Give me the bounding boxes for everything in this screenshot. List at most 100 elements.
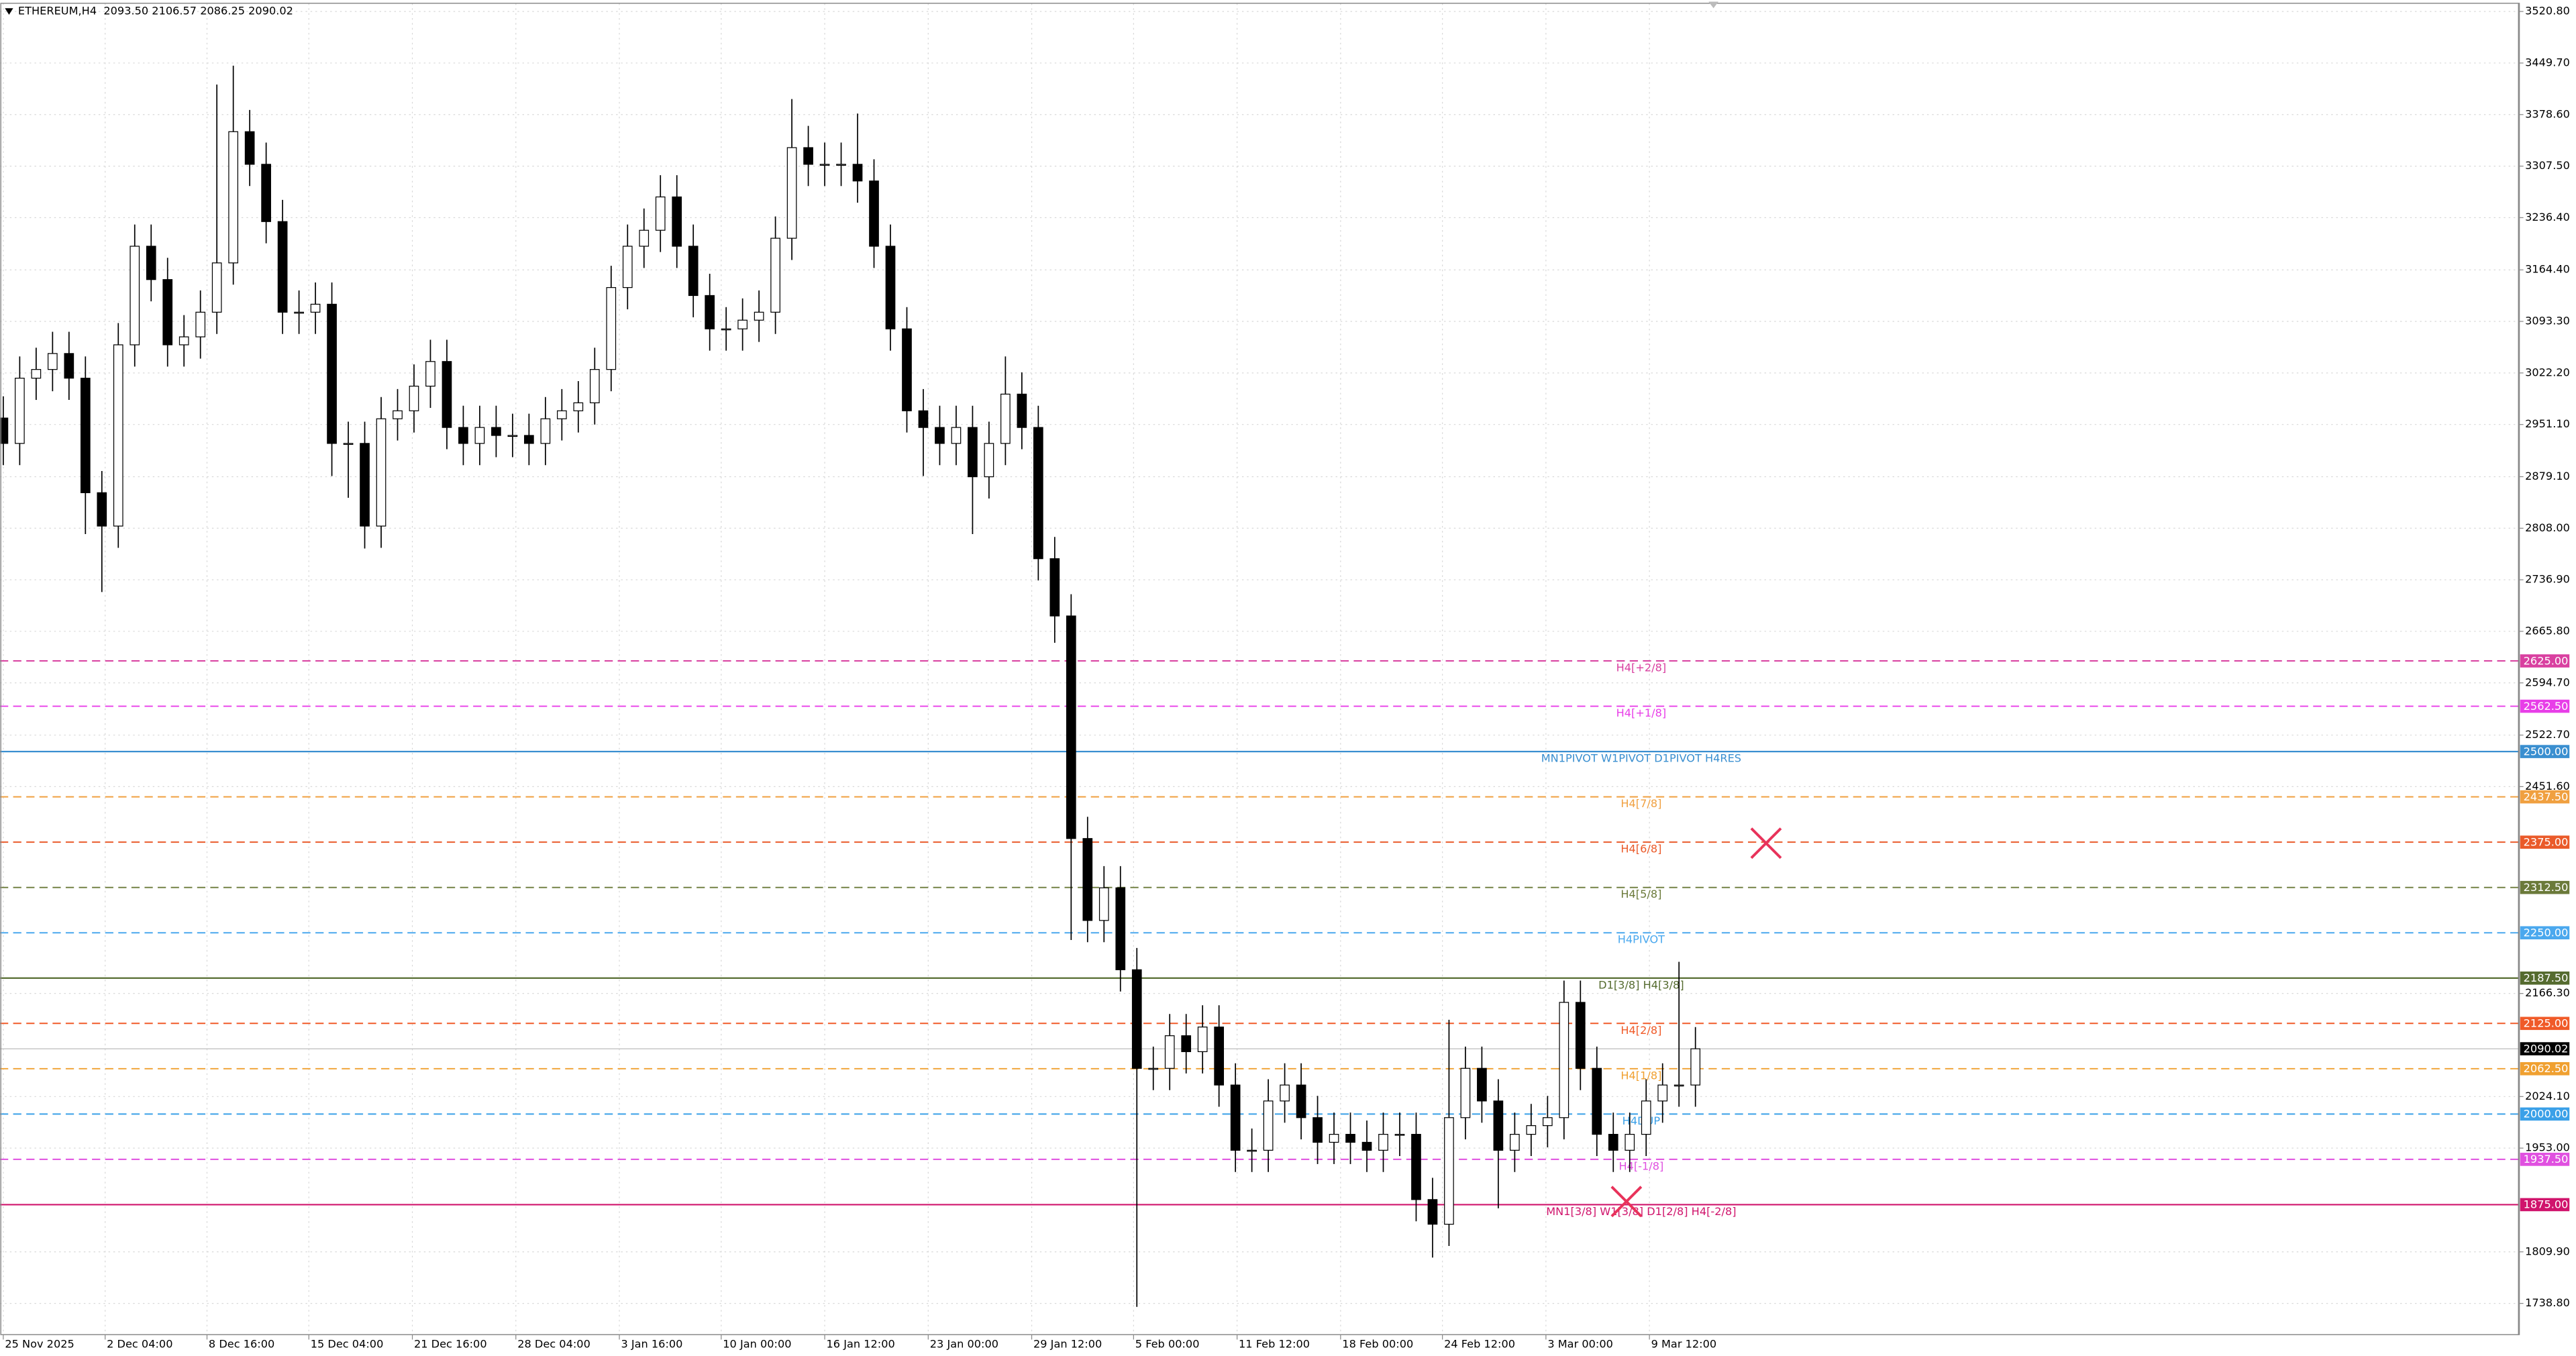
candle-body: [869, 180, 879, 247]
candle-body: [277, 221, 288, 313]
candle-body: [1361, 1141, 1372, 1151]
level-price-box: [2520, 880, 2570, 894]
x-tick-label: 10 Jan 00:00: [723, 1337, 791, 1350]
level-price-label: 2625.00: [2524, 654, 2569, 667]
level-price-box: [2520, 971, 2570, 985]
candle-body: [524, 435, 534, 444]
candle-body: [425, 361, 435, 387]
candle-body: [984, 443, 994, 478]
x-tick-label: 2 Dec 04:00: [107, 1337, 172, 1350]
candle-body: [655, 196, 666, 231]
candle-body: [261, 164, 271, 222]
y-tick-label: 3378.60: [2525, 107, 2570, 120]
level-price-label: 2000.00: [2524, 1108, 2569, 1120]
level-price-label: 1937.50: [2524, 1153, 2569, 1165]
candle-body: [1263, 1100, 1274, 1151]
candle-body: [1164, 1035, 1175, 1069]
candle-body: [918, 410, 929, 428]
x-tick-label: 9 Mar 12:00: [1651, 1337, 1717, 1350]
candle-body: [1312, 1117, 1323, 1143]
candle-body: [130, 246, 140, 346]
candle-body: [1592, 1067, 1602, 1135]
y-tick-label: 2879.10: [2525, 470, 2570, 482]
candle-body: [935, 427, 945, 444]
x-tick-label: 3 Jan 16:00: [621, 1337, 682, 1350]
candle-body: [474, 427, 485, 444]
candle-body: [1345, 1133, 1355, 1143]
candle-body: [968, 427, 978, 478]
candle-body: [228, 131, 239, 264]
candle-body: [1542, 1117, 1553, 1127]
candle-body: [705, 295, 715, 329]
candle-body: [48, 353, 58, 370]
candle-body: [15, 378, 25, 444]
candle-body: [622, 246, 633, 289]
level-price-box: [2520, 835, 2570, 849]
level-price-label: 2187.50: [2524, 972, 2569, 984]
y-tick-label: 3449.70: [2525, 56, 2570, 68]
candle-body: [393, 410, 403, 419]
candle-body: [458, 427, 468, 444]
candle-body: [409, 385, 419, 411]
level-name: H4[+2/8]: [1616, 662, 1667, 674]
plot-border: [0, 3, 2520, 1335]
candle-body: [589, 369, 600, 403]
candle-body: [507, 435, 518, 437]
x-tick-label: 21 Dec 16:00: [414, 1337, 487, 1350]
candle-body: [162, 279, 173, 346]
level-name: H4[6/8]: [1620, 843, 1661, 855]
level-price-label: 2437.50: [2524, 790, 2569, 803]
candle-body: [1197, 1027, 1208, 1053]
candle-body: [803, 147, 813, 165]
candle-body: [540, 418, 551, 444]
grid: [0, 3, 2519, 1335]
candle-body: [1673, 1084, 1684, 1087]
y-tick-label: 3022.20: [2525, 366, 2570, 378]
level-price-box: [2520, 790, 2570, 804]
level-price-box: [2520, 745, 2570, 758]
shift-marker: [1708, 1, 1718, 9]
level-name: H4[+1/8]: [1616, 707, 1667, 719]
candle-body: [1280, 1084, 1290, 1102]
x-tick-label: 5 Feb 00:00: [1135, 1337, 1200, 1350]
candle-body: [1641, 1100, 1651, 1135]
candle-body: [819, 164, 830, 166]
candle-body: [211, 262, 222, 313]
x-tick-label: 24 Feb 12:00: [1444, 1337, 1515, 1350]
last-price-label: 2090.02: [2524, 1042, 2569, 1055]
candle-body: [1017, 393, 1027, 428]
level-name: MN1[3/8] W1[3/8] D1[2/8] H4[-2/8]: [1546, 1205, 1736, 1218]
level-name: D1[3/8] H4[3/8]: [1598, 978, 1684, 991]
cross-marker: [1750, 827, 1782, 859]
candle-body: [770, 238, 780, 313]
level-price-label: 2562.50: [2524, 700, 2569, 713]
candle-body: [1657, 1084, 1668, 1102]
level-price-box: [2520, 699, 2570, 713]
candle-body: [1181, 1035, 1192, 1053]
candle-body: [442, 361, 452, 428]
candle-body: [64, 353, 74, 379]
x-tick-label: 11 Feb 12:00: [1239, 1337, 1310, 1350]
y-tick-label: 3307.50: [2525, 159, 2570, 172]
candle-body: [1082, 838, 1093, 921]
y-tick-label: 3236.40: [2525, 211, 2570, 223]
x-tick-label: 16 Jan 12:00: [827, 1337, 895, 1350]
level-name: H4PIVOT: [1618, 933, 1665, 946]
candle-body: [1411, 1133, 1421, 1200]
y-tick-label: 3164.40: [2525, 263, 2570, 276]
level-price-label: 2312.50: [2524, 881, 2569, 894]
candle-body: [244, 131, 255, 165]
candle-body: [754, 311, 764, 321]
y-tick-label: 2665.80: [2525, 624, 2570, 637]
y-tick-label: 2522.70: [2525, 728, 2570, 741]
candle-body: [836, 164, 846, 166]
candle-body: [1247, 1149, 1257, 1152]
candle-body: [294, 311, 304, 314]
x-tick-label: 28 Dec 04:00: [517, 1337, 590, 1350]
candle-body: [80, 378, 91, 493]
last-price-box: [2520, 1042, 2570, 1055]
candle-body: [97, 492, 107, 527]
